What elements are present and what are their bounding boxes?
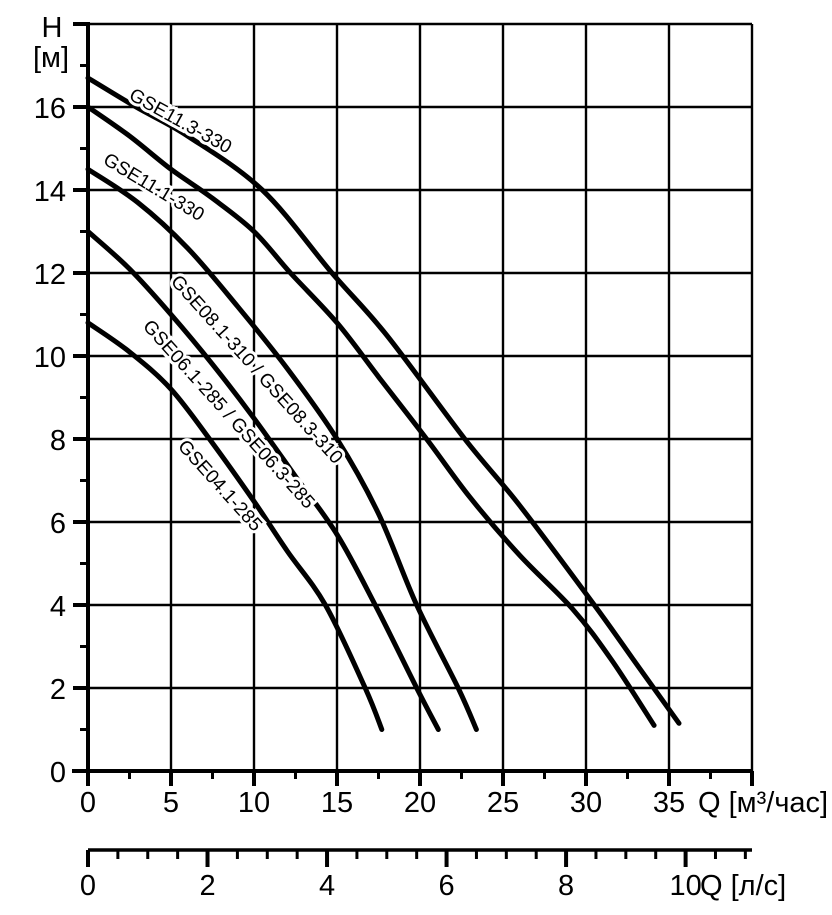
- x-tick-label: 0: [80, 787, 96, 819]
- y-tick-label: 8: [50, 425, 66, 457]
- x2-tick-label: 0: [80, 870, 96, 902]
- y-axis-unit: [м]: [33, 42, 69, 74]
- y-axis-title: H: [42, 12, 63, 44]
- x2-tick-label: 2: [199, 870, 215, 902]
- x-tick-label: 25: [487, 787, 519, 819]
- x-tick-label: 10: [238, 787, 270, 819]
- y-tick-label: 16: [34, 93, 66, 125]
- y-tick-label: 12: [34, 259, 66, 291]
- x-tick-label: 5: [163, 787, 179, 819]
- x-tick-label: 30: [570, 787, 602, 819]
- x2-tick-label: 10: [669, 870, 701, 902]
- curve-GSE11.1-330: [85, 104, 657, 728]
- curve-GSE11.3-330: [85, 75, 682, 726]
- curve-GSE08.1-310-GSE08.3-310: [85, 166, 479, 732]
- y-tick-label: 2: [50, 674, 66, 706]
- y-tick-label: 6: [50, 508, 66, 540]
- curve-GSE06.1-285-GSE06.3-285: [85, 229, 441, 732]
- curve-GSE04.1-285: [85, 320, 385, 732]
- x-axis-title: Q [м³/час]: [698, 787, 828, 819]
- y-tick-label: 0: [50, 757, 66, 789]
- x-tick-label: 15: [321, 787, 353, 819]
- y-tick-label: 4: [50, 591, 66, 623]
- y-tick-label: 14: [34, 176, 66, 208]
- y-tick-label: 10: [34, 342, 66, 374]
- x2-tick-label: 4: [319, 870, 335, 902]
- x-tick-label: 35: [653, 787, 685, 819]
- x2-axis-title: Q [л/с]: [700, 870, 786, 902]
- x2-tick-label: 6: [438, 870, 454, 902]
- x-tick-label: 20: [404, 787, 436, 819]
- x2-tick-label: 8: [558, 870, 574, 902]
